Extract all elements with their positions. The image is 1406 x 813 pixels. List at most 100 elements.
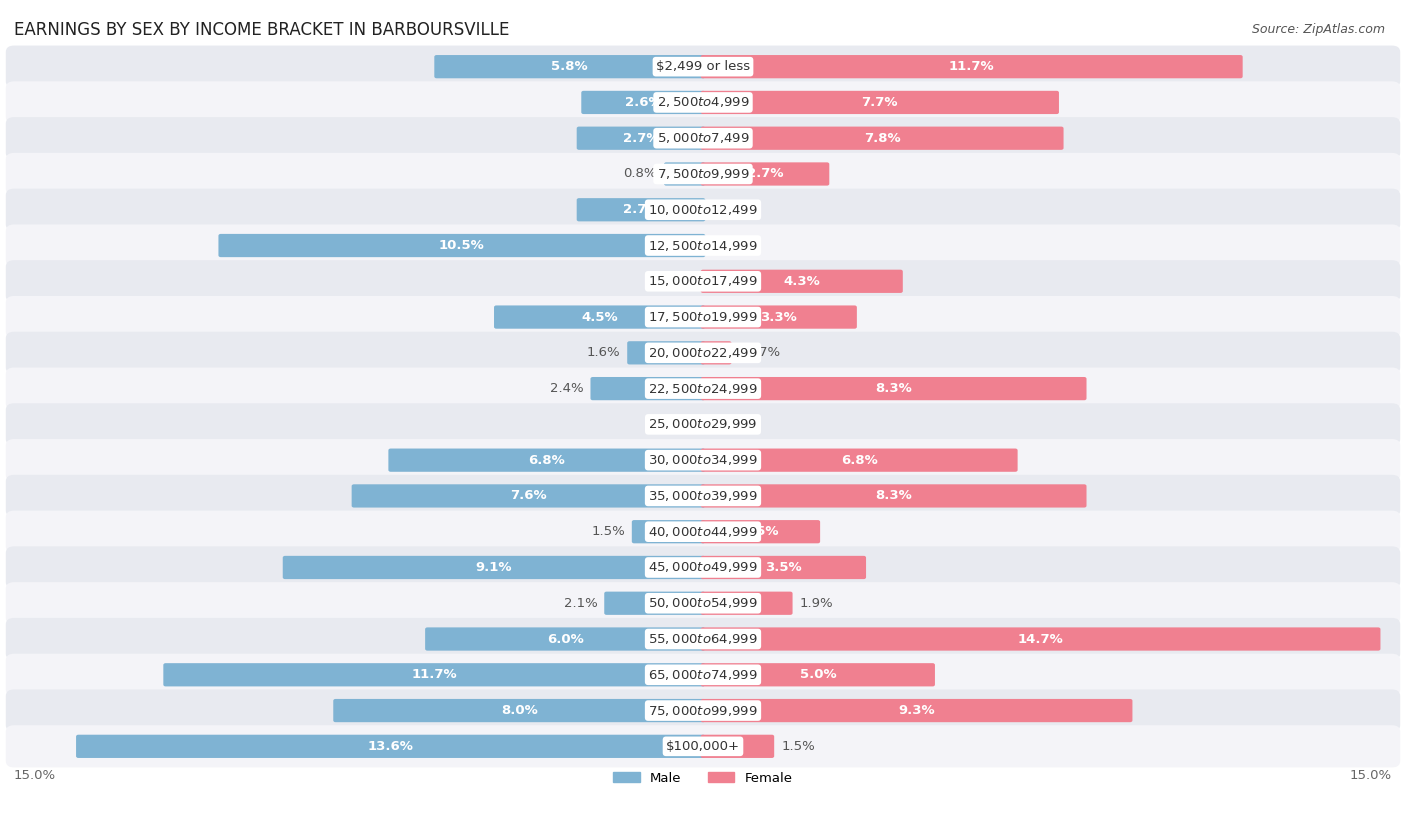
Text: 6.8%: 6.8% [529, 454, 565, 467]
FancyBboxPatch shape [6, 689, 1400, 732]
Text: 2.7%: 2.7% [623, 203, 659, 216]
FancyBboxPatch shape [700, 699, 1132, 722]
FancyBboxPatch shape [6, 224, 1400, 267]
Text: $30,000 to $34,999: $30,000 to $34,999 [648, 453, 758, 467]
Text: 1.6%: 1.6% [586, 346, 620, 359]
FancyBboxPatch shape [6, 618, 1400, 660]
FancyBboxPatch shape [434, 55, 706, 78]
Text: EARNINGS BY SEX BY INCOME BRACKET IN BARBOURSVILLE: EARNINGS BY SEX BY INCOME BRACKET IN BAR… [14, 21, 509, 39]
FancyBboxPatch shape [6, 582, 1400, 624]
FancyBboxPatch shape [425, 628, 706, 650]
Text: 8.0%: 8.0% [501, 704, 537, 717]
Text: $17,500 to $19,999: $17,500 to $19,999 [648, 310, 758, 324]
Text: 0.0%: 0.0% [717, 239, 751, 252]
Text: 11.7%: 11.7% [412, 668, 457, 681]
FancyBboxPatch shape [494, 306, 706, 328]
Text: 6.8%: 6.8% [841, 454, 877, 467]
FancyBboxPatch shape [700, 556, 866, 579]
FancyBboxPatch shape [700, 592, 793, 615]
Text: 15.0%: 15.0% [1350, 768, 1392, 781]
Text: $75,000 to $99,999: $75,000 to $99,999 [648, 703, 758, 718]
FancyBboxPatch shape [163, 663, 706, 686]
FancyBboxPatch shape [6, 654, 1400, 696]
FancyBboxPatch shape [664, 163, 706, 185]
Text: 7.6%: 7.6% [510, 489, 547, 502]
FancyBboxPatch shape [6, 189, 1400, 231]
Text: $7,500 to $9,999: $7,500 to $9,999 [657, 167, 749, 181]
FancyBboxPatch shape [6, 439, 1400, 481]
FancyBboxPatch shape [581, 91, 706, 114]
FancyBboxPatch shape [591, 377, 706, 400]
Text: 4.3%: 4.3% [783, 275, 820, 288]
Text: 15.0%: 15.0% [14, 768, 56, 781]
Text: 1.9%: 1.9% [800, 597, 834, 610]
Text: 3.5%: 3.5% [765, 561, 801, 574]
Text: 2.1%: 2.1% [564, 597, 598, 610]
FancyBboxPatch shape [700, 377, 1087, 400]
FancyBboxPatch shape [700, 663, 935, 686]
Text: $50,000 to $54,999: $50,000 to $54,999 [648, 596, 758, 611]
Text: $20,000 to $22,499: $20,000 to $22,499 [648, 346, 758, 360]
Text: $25,000 to $29,999: $25,000 to $29,999 [648, 417, 758, 432]
Text: $45,000 to $49,999: $45,000 to $49,999 [648, 560, 758, 575]
FancyBboxPatch shape [6, 403, 1400, 446]
Text: $15,000 to $17,499: $15,000 to $17,499 [648, 274, 758, 289]
Text: 9.3%: 9.3% [898, 704, 935, 717]
Text: 8.3%: 8.3% [875, 382, 912, 395]
Text: $35,000 to $39,999: $35,000 to $39,999 [648, 489, 758, 503]
FancyBboxPatch shape [6, 117, 1400, 159]
Text: 14.7%: 14.7% [1018, 633, 1063, 646]
FancyBboxPatch shape [605, 592, 706, 615]
FancyBboxPatch shape [6, 725, 1400, 767]
FancyBboxPatch shape [6, 546, 1400, 589]
FancyBboxPatch shape [700, 91, 1059, 114]
Text: $5,000 to $7,499: $5,000 to $7,499 [657, 131, 749, 146]
Text: 7.8%: 7.8% [863, 132, 900, 145]
Text: 9.1%: 9.1% [475, 561, 512, 574]
FancyBboxPatch shape [700, 55, 1243, 78]
FancyBboxPatch shape [576, 127, 706, 150]
FancyBboxPatch shape [700, 449, 1018, 472]
FancyBboxPatch shape [700, 163, 830, 185]
Text: 1.5%: 1.5% [782, 740, 815, 753]
Text: $2,500 to $4,999: $2,500 to $4,999 [657, 95, 749, 110]
FancyBboxPatch shape [6, 153, 1400, 195]
FancyBboxPatch shape [388, 449, 706, 472]
FancyBboxPatch shape [6, 260, 1400, 302]
Text: 0.0%: 0.0% [655, 418, 689, 431]
Text: $12,500 to $14,999: $12,500 to $14,999 [648, 238, 758, 253]
FancyBboxPatch shape [6, 367, 1400, 410]
Text: Source: ZipAtlas.com: Source: ZipAtlas.com [1251, 23, 1385, 36]
Text: 0.0%: 0.0% [717, 203, 751, 216]
FancyBboxPatch shape [700, 628, 1381, 650]
Text: 0.8%: 0.8% [624, 167, 657, 180]
Text: $22,500 to $24,999: $22,500 to $24,999 [648, 381, 758, 396]
FancyBboxPatch shape [700, 735, 775, 758]
FancyBboxPatch shape [333, 699, 706, 722]
FancyBboxPatch shape [6, 81, 1400, 124]
Text: 2.5%: 2.5% [742, 525, 779, 538]
Text: 8.3%: 8.3% [875, 489, 912, 502]
Text: 0.0%: 0.0% [655, 275, 689, 288]
FancyBboxPatch shape [576, 198, 706, 221]
Text: 5.8%: 5.8% [551, 60, 588, 73]
Text: $55,000 to $64,999: $55,000 to $64,999 [648, 632, 758, 646]
FancyBboxPatch shape [283, 556, 706, 579]
FancyBboxPatch shape [352, 485, 706, 507]
FancyBboxPatch shape [6, 332, 1400, 374]
FancyBboxPatch shape [6, 46, 1400, 88]
Text: $65,000 to $74,999: $65,000 to $74,999 [648, 667, 758, 682]
FancyBboxPatch shape [6, 296, 1400, 338]
Text: 11.7%: 11.7% [949, 60, 994, 73]
FancyBboxPatch shape [700, 270, 903, 293]
Text: $40,000 to $44,999: $40,000 to $44,999 [648, 524, 758, 539]
Text: 2.7%: 2.7% [747, 167, 783, 180]
FancyBboxPatch shape [700, 485, 1087, 507]
Text: 0.0%: 0.0% [717, 418, 751, 431]
FancyBboxPatch shape [700, 520, 820, 543]
FancyBboxPatch shape [627, 341, 706, 364]
Text: $10,000 to $12,499: $10,000 to $12,499 [648, 202, 758, 217]
FancyBboxPatch shape [6, 511, 1400, 553]
FancyBboxPatch shape [700, 341, 731, 364]
FancyBboxPatch shape [700, 306, 856, 328]
